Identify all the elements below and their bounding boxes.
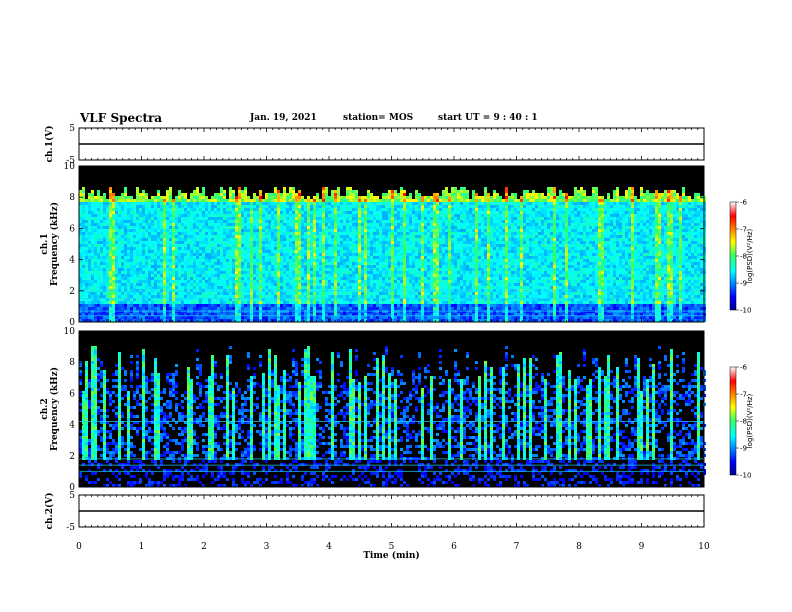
colorbar-tick-label: -9 bbox=[740, 280, 747, 288]
y-tick-label: 2 bbox=[69, 452, 75, 462]
colorbar bbox=[729, 366, 737, 476]
spectrogram-ch1 bbox=[79, 166, 706, 322]
date-label: Jan. 19, 2021 bbox=[250, 113, 317, 123]
colorbar-tick-label: -7 bbox=[740, 391, 747, 399]
x-tick-label: 9 bbox=[639, 542, 645, 552]
colorbar-tick-label: -8 bbox=[740, 253, 747, 261]
y-tick-label: -5 bbox=[66, 156, 75, 166]
x-tick-label: 1 bbox=[139, 542, 145, 552]
colorbar-tick-label: -10 bbox=[740, 307, 751, 315]
y-axis-label: ch.1(V) bbox=[44, 126, 55, 163]
y-tick-label: 4 bbox=[69, 421, 75, 431]
y-tick-label: 6 bbox=[69, 224, 75, 234]
colorbar-tick-label: -6 bbox=[740, 364, 748, 372]
x-tick-label: 2 bbox=[201, 542, 207, 552]
x-tick-label: 10 bbox=[698, 542, 710, 552]
x-tick-label: 7 bbox=[514, 542, 520, 552]
station-label: station= MOS bbox=[343, 113, 414, 123]
x-tick-label: 4 bbox=[326, 542, 332, 552]
y-tick-label: 5 bbox=[69, 124, 75, 134]
y-tick-label: 0 bbox=[69, 318, 75, 328]
colorbar bbox=[729, 201, 737, 311]
y-axis-label: ch.2 bbox=[40, 398, 50, 419]
chart-title: VLF Spectra bbox=[80, 111, 163, 125]
y-tick-label: -5 bbox=[66, 523, 75, 533]
y-tick-label: 8 bbox=[69, 193, 75, 203]
x-tick-label: 6 bbox=[451, 542, 457, 552]
y-tick-label: 10 bbox=[64, 327, 76, 337]
start-time-label: start UT = 9 : 40 : 1 bbox=[438, 113, 538, 123]
x-tick-label: 3 bbox=[264, 542, 270, 552]
y-tick-label: 10 bbox=[64, 162, 76, 172]
x-tick-label: 5 bbox=[389, 542, 395, 552]
y-tick-label: 2 bbox=[69, 287, 75, 297]
x-tick-label: 0 bbox=[76, 542, 82, 552]
colorbar-tick-label: -6 bbox=[740, 199, 748, 207]
y-tick-label: 5 bbox=[69, 491, 75, 501]
colorbar-tick-label: -10 bbox=[740, 472, 751, 480]
y-tick-label: 4 bbox=[69, 256, 75, 266]
x-tick-label: 8 bbox=[576, 542, 582, 552]
colorbar-label: log(PSD)(V²/Hz) bbox=[746, 228, 754, 283]
spectrogram-ch2 bbox=[79, 331, 706, 487]
y-axis-label: Frequency (kHz) bbox=[49, 202, 60, 286]
y-axis-label: Frequency (kHz) bbox=[49, 367, 60, 451]
colorbar-label: log(PSD)(V²/Hz) bbox=[746, 393, 754, 448]
colorbar-tick-label: -8 bbox=[740, 418, 747, 426]
y-axis-label: ch.2(V) bbox=[44, 493, 55, 530]
y-tick-label: 6 bbox=[69, 389, 75, 399]
y-tick-label: 0 bbox=[69, 483, 75, 493]
colorbar-tick-label: -9 bbox=[740, 445, 747, 453]
y-axis-label: ch.1 bbox=[40, 233, 50, 254]
colorbar-tick-label: -7 bbox=[740, 226, 747, 234]
y-tick-label: 8 bbox=[69, 358, 75, 368]
x-axis-label: Time (min) bbox=[363, 550, 420, 561]
